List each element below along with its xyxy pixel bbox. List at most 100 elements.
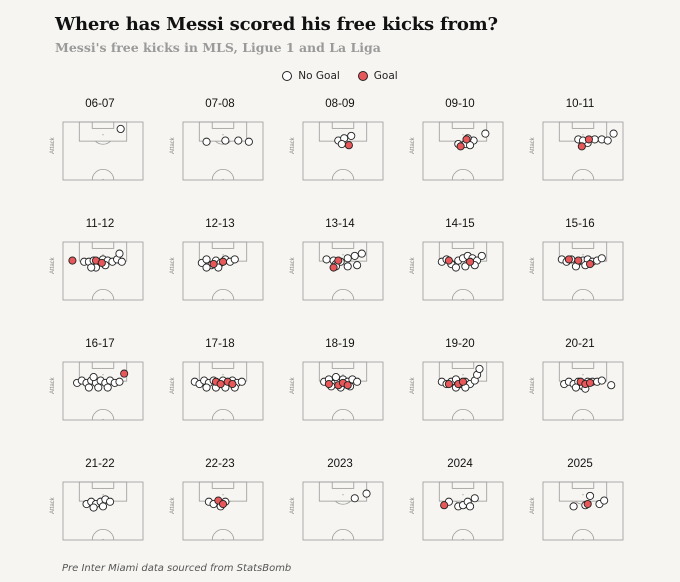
goal-point [216, 379, 225, 389]
center-circle [571, 289, 595, 301]
goal-point [334, 256, 343, 265]
pitch-outline [422, 241, 504, 301]
center-circle [91, 409, 115, 421]
goal-point [343, 381, 352, 390]
penalty-spot [102, 494, 104, 496]
six-yard-box [451, 361, 475, 369]
no-goal-point [353, 261, 362, 270]
penalty-spot [342, 254, 344, 256]
six-yard-box [91, 121, 115, 129]
six-yard-box [211, 241, 235, 249]
pitch [542, 481, 624, 541]
center-spot [102, 178, 104, 181]
six-yard-box [571, 121, 595, 129]
legend-label-no-goal: No Goal [298, 70, 340, 82]
season-panel: 17-18 Attack [160, 338, 280, 453]
goal-point [586, 259, 595, 269]
center-circle [571, 409, 595, 421]
pitch-outline [542, 481, 624, 541]
goal-point [458, 377, 468, 386]
no-goal-point [244, 137, 253, 146]
pitch-outline [62, 481, 144, 541]
goal-point [324, 379, 333, 389]
center-circle [331, 409, 355, 421]
pitch-outline [542, 241, 624, 301]
attack-direction-label: Attack [50, 497, 56, 514]
attack-direction-label: Attack [170, 137, 176, 154]
center-spot [102, 418, 104, 421]
season-label: 21-22 [85, 458, 115, 470]
no-goal-point [337, 139, 346, 149]
attack-direction-label: Attack [50, 137, 56, 154]
no-goal-point [607, 381, 616, 390]
season-panel: 2024 Attack [400, 458, 520, 573]
no-goal-point [470, 494, 479, 503]
six-yard-box [451, 481, 475, 489]
six-yard-box [571, 361, 595, 369]
no-goal-point [466, 141, 475, 150]
pitch [62, 361, 144, 421]
six-yard-box [91, 241, 115, 249]
no-goal-point [116, 124, 125, 134]
pitch-outline [302, 241, 384, 301]
center-circle [211, 169, 235, 181]
season-panel: 12-13 Attack [160, 218, 280, 333]
season-panel: 09-10 Attack [400, 98, 520, 213]
goal-point [583, 499, 592, 509]
pitch-outline [302, 121, 384, 181]
attack-direction-label: Attack [170, 377, 176, 394]
center-circle [211, 289, 235, 301]
pitch-outline [422, 361, 504, 421]
season-panel: 08-09 Attack [280, 98, 400, 213]
center-circle [571, 529, 595, 541]
goal-point [577, 142, 586, 151]
no-goal-point [481, 129, 490, 138]
attack-direction-label: Attack [410, 497, 416, 514]
season-panel: 10-11 Attack [520, 98, 640, 213]
source-note: Pre Inter Miami data sourced from StatsB… [62, 563, 292, 574]
goal-point [444, 379, 453, 389]
penalty-spot [222, 494, 224, 496]
season-label: 15-16 [565, 218, 595, 230]
season-panel: 07-08 Attack [160, 98, 280, 213]
center-spot [462, 418, 464, 421]
pitch [542, 361, 624, 421]
pitch-outline [302, 481, 384, 541]
season-label: 16-17 [85, 338, 115, 350]
legend-swatch-no-goal [282, 71, 293, 81]
penalty-spot [462, 374, 464, 376]
center-spot [582, 418, 584, 421]
goal-point [584, 135, 593, 144]
pitch-outline [422, 121, 504, 181]
no-goal-point [475, 364, 484, 374]
no-goal-point [221, 136, 230, 145]
center-spot [342, 298, 344, 301]
penalty-box [318, 481, 368, 502]
center-circle [451, 169, 475, 181]
pitch [422, 241, 504, 301]
attack-direction-label: Attack [50, 257, 56, 274]
season-label: 18-19 [325, 338, 355, 350]
six-yard-box [91, 361, 115, 369]
center-spot [582, 538, 584, 541]
center-circle [451, 289, 475, 301]
no-goal-point [353, 377, 362, 386]
season-panel: 18-19 Attack [280, 338, 400, 453]
goal-point [444, 256, 453, 265]
six-yard-box [211, 481, 235, 489]
six-yard-box [211, 121, 235, 129]
pitch [542, 241, 624, 301]
season-panel: 11-12 Attack [40, 218, 160, 333]
six-yard-box [571, 241, 595, 249]
pitch [422, 481, 504, 541]
center-circle [91, 289, 115, 301]
goal-point [209, 259, 218, 269]
no-goal-point [609, 129, 618, 138]
pitch [62, 121, 144, 181]
goal-point [344, 141, 353, 150]
attack-direction-label: Attack [290, 377, 296, 394]
six-yard-box [331, 361, 355, 369]
legend-item-no-goal: No Goal [282, 70, 340, 82]
no-goal-point [98, 502, 108, 511]
center-spot [462, 538, 464, 541]
